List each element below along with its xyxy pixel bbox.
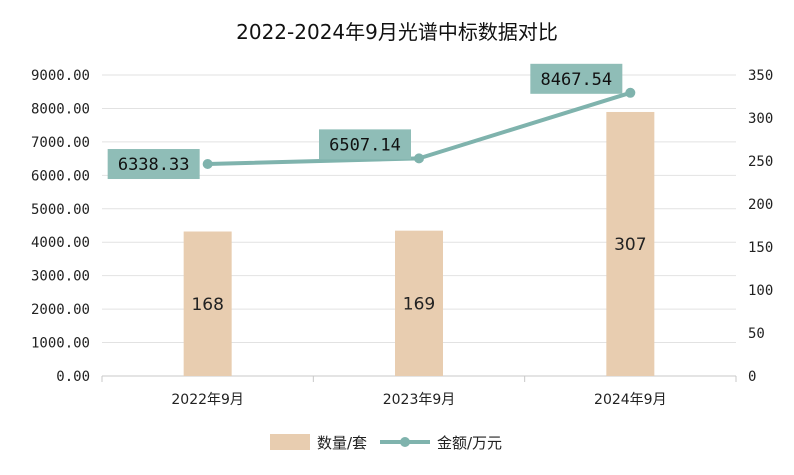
line-point xyxy=(414,153,424,164)
legend-label-bar: 数量/套 xyxy=(317,434,367,452)
bar xyxy=(183,231,232,376)
bar-label: 169 xyxy=(403,294,435,314)
left-tick-label: 2000.00 xyxy=(31,302,90,318)
left-tick-label: 5000.00 xyxy=(31,202,90,218)
legend-swatch-point xyxy=(400,437,410,447)
bar xyxy=(395,230,443,376)
line-point xyxy=(202,159,213,170)
line-point xyxy=(625,87,636,98)
right-tick-label: 350 xyxy=(748,68,773,84)
left-tick-label: 9000.00 xyxy=(31,68,90,84)
legend-swatch-bar xyxy=(270,434,310,450)
left-tick-label: 4000.00 xyxy=(31,235,90,251)
line-label-box xyxy=(319,129,411,160)
left-tick-label: 8000.00 xyxy=(31,101,90,117)
line-label: 8467.54 xyxy=(541,70,613,90)
legend-label-line: 金额/万元 xyxy=(437,434,502,452)
line-label: 6338.33 xyxy=(118,155,190,175)
right-tick-label: 300 xyxy=(748,111,773,127)
category-label: 2023年9月 xyxy=(383,392,456,408)
bar-label: 168 xyxy=(191,295,223,315)
line-label-box xyxy=(530,63,623,94)
bar-label: 307 xyxy=(614,235,646,255)
right-tick-label: 150 xyxy=(748,240,773,256)
left-tick-label: 7000.00 xyxy=(31,135,90,151)
line-label: 6507.14 xyxy=(329,135,401,155)
left-tick-label: 0.00 xyxy=(56,369,90,385)
category-label: 2024年9月 xyxy=(594,392,667,408)
category-label: 2022年9月 xyxy=(171,392,244,408)
line-series xyxy=(205,90,633,167)
right-tick-label: 50 xyxy=(748,326,765,342)
right-tick-label: 0 xyxy=(748,369,756,385)
left-tick-label: 6000.00 xyxy=(31,168,90,184)
right-tick-label: 200 xyxy=(748,197,773,213)
left-tick-label: 1000.00 xyxy=(31,336,90,352)
line-label-box xyxy=(107,149,200,180)
chart-title: 2022-2024年9月光谱中标数据对比 xyxy=(236,20,558,44)
right-tick-label: 100 xyxy=(748,283,773,299)
right-tick-label: 250 xyxy=(748,154,773,170)
bar xyxy=(606,111,655,376)
left-tick-label: 3000.00 xyxy=(31,269,90,285)
